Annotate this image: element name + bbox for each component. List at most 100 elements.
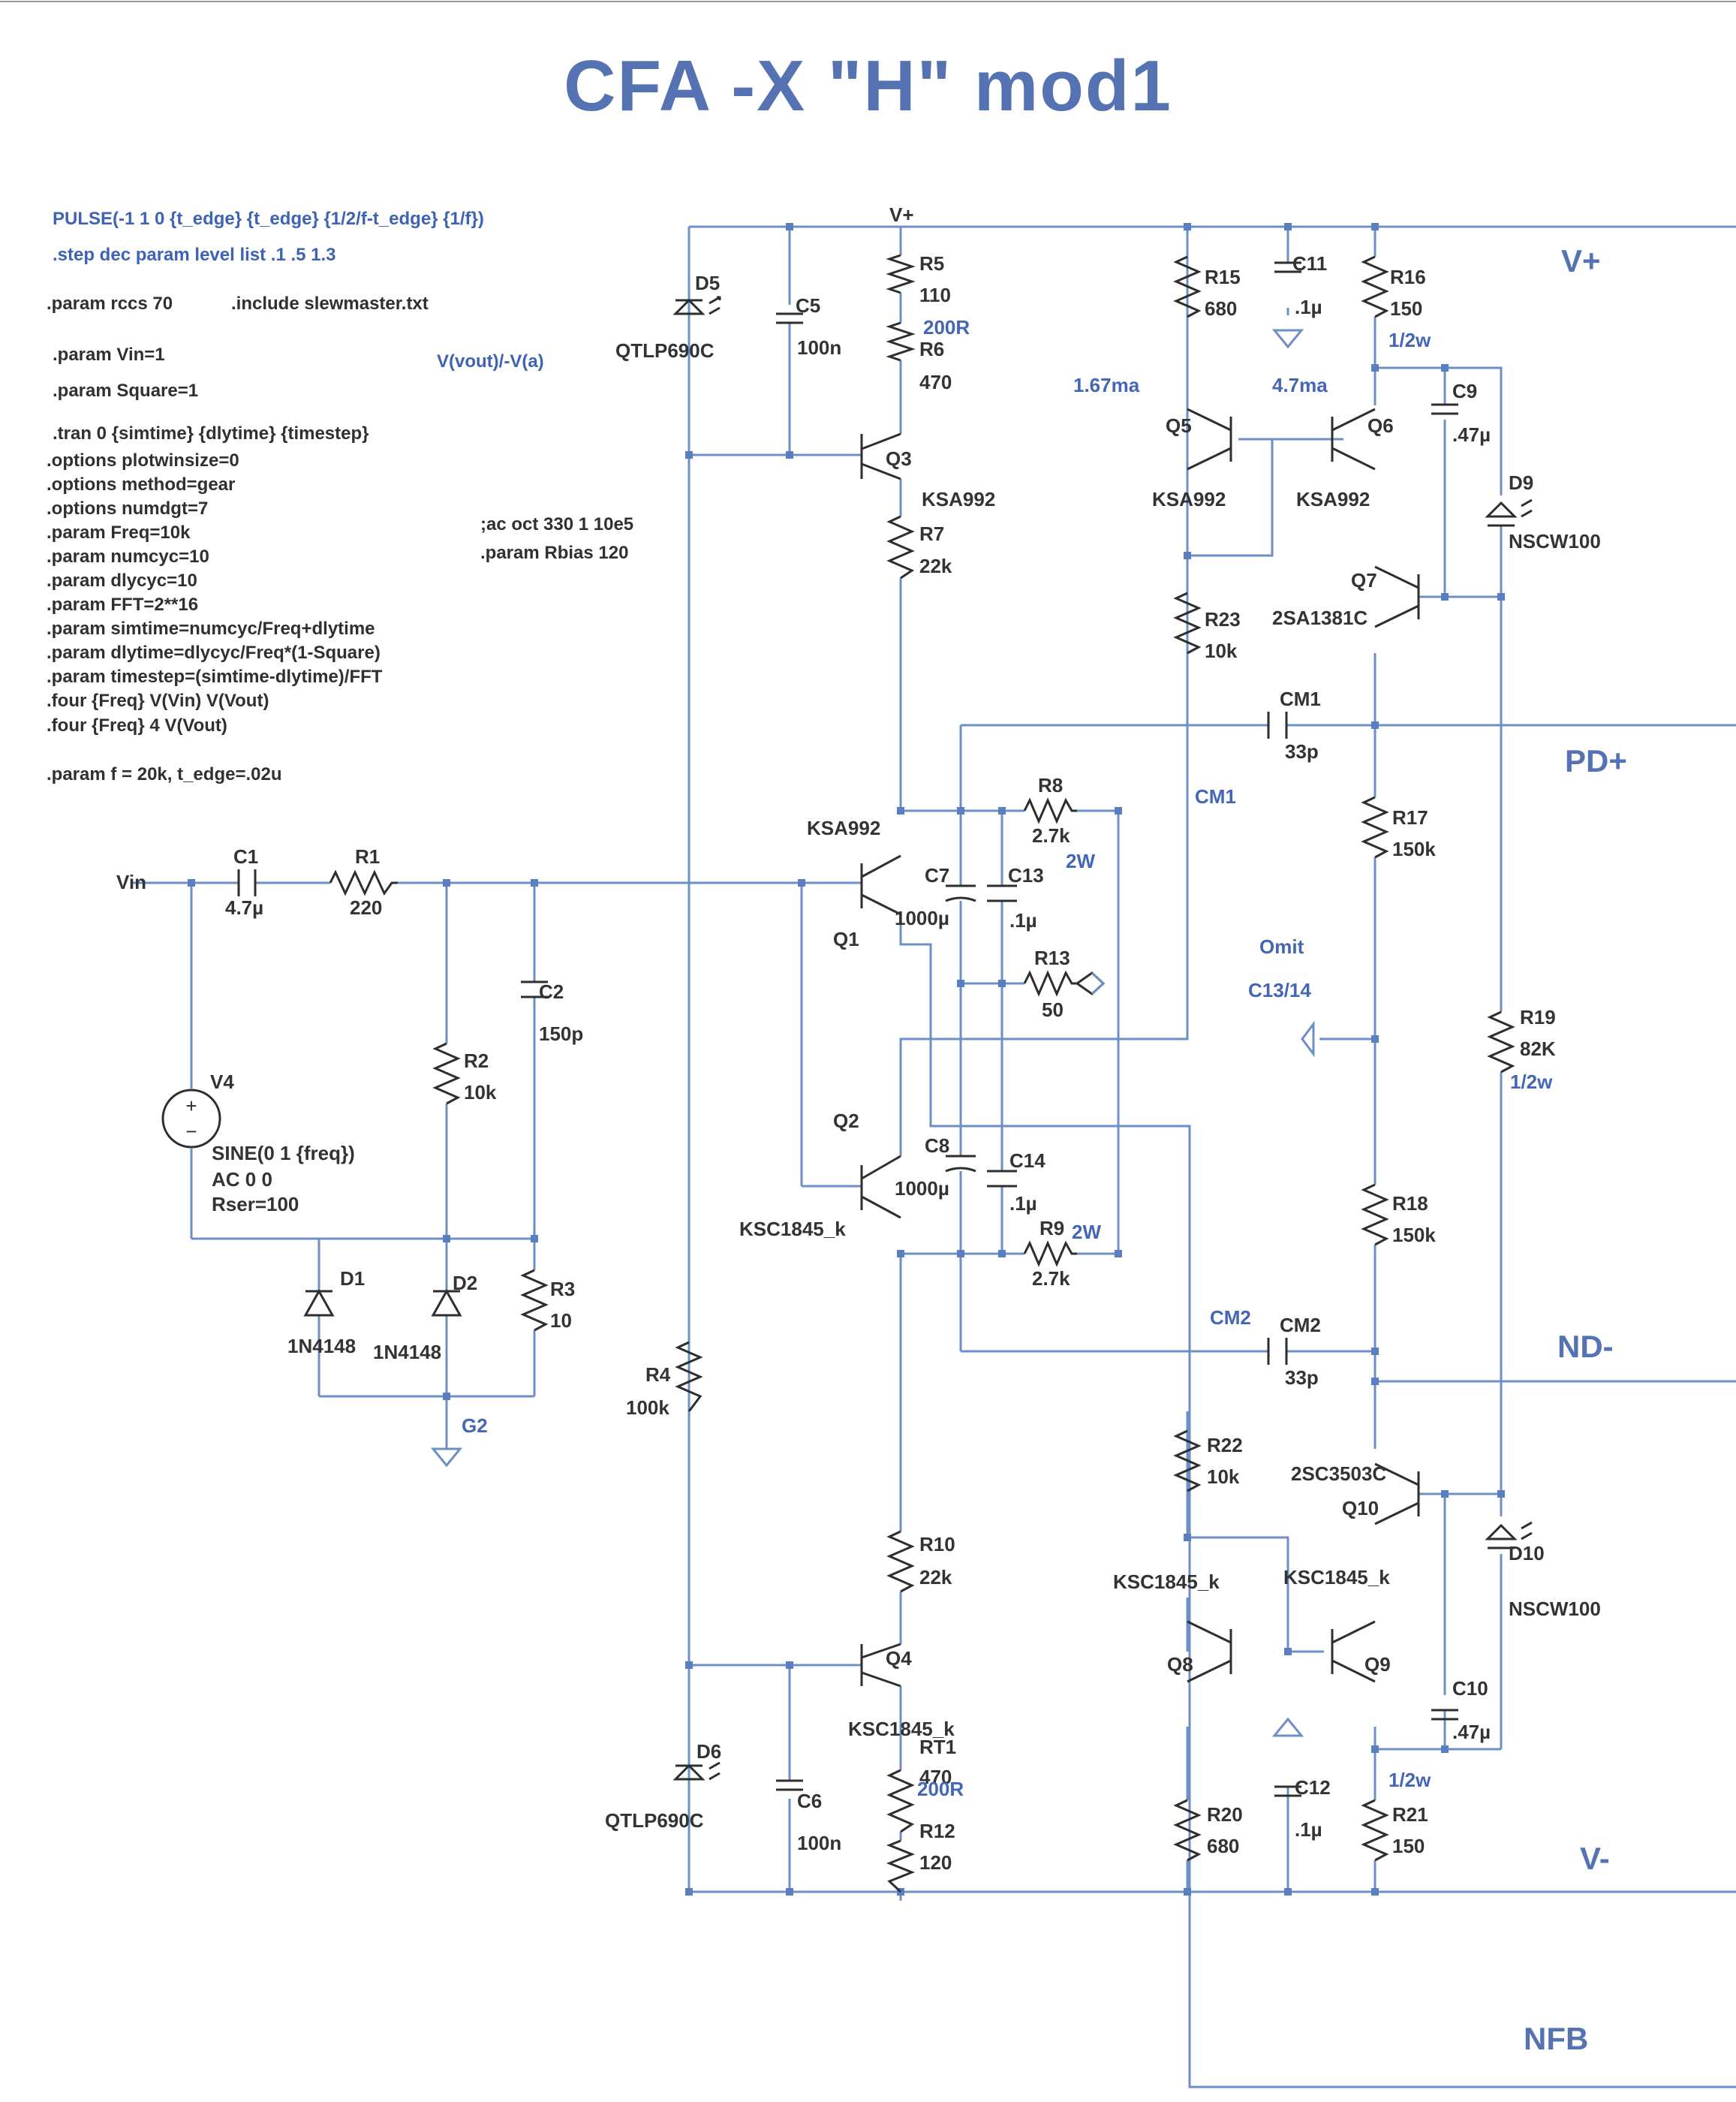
svg-text:R6: R6 bbox=[919, 338, 944, 360]
svg-text:C10: C10 bbox=[1452, 1677, 1488, 1700]
svg-text:2SC3503C: 2SC3503C bbox=[1291, 1462, 1386, 1485]
svg-text:C7: C7 bbox=[925, 864, 949, 887]
svg-text:10k: 10k bbox=[464, 1081, 497, 1104]
svg-text:120: 120 bbox=[919, 1851, 952, 1874]
rail-labels: V+ PD+ ND- V- NFB Vin V+ G2 bbox=[116, 203, 1627, 2056]
svg-text:D6: D6 bbox=[697, 1740, 721, 1763]
svg-text:33p: 33p bbox=[1285, 1366, 1319, 1389]
component-labels: R5 110 200R R6 470 Q3 KSA992 R7 22k D5 QTLP69… bbox=[210, 252, 1601, 1874]
svg-text:R7: R7 bbox=[919, 522, 944, 545]
svg-text:100n: 100n bbox=[797, 336, 841, 359]
svg-text:150p: 150p bbox=[539, 1022, 583, 1045]
svg-text:1/2w: 1/2w bbox=[1388, 1769, 1431, 1791]
param-timestep: .param timestep=(simtime-dlytime)/FFT bbox=[47, 667, 383, 687]
svg-text:C9: C9 bbox=[1452, 380, 1477, 402]
options-numdgt: .options numdgt=7 bbox=[47, 498, 209, 519]
svg-text:Q6: Q6 bbox=[1367, 414, 1394, 437]
svg-text:QTLP690C: QTLP690C bbox=[605, 1809, 704, 1832]
options-plotwinsize: .options plotwinsize=0 bbox=[47, 450, 239, 471]
svg-text:50: 50 bbox=[1042, 998, 1064, 1021]
svg-text:QTLP690C: QTLP690C bbox=[615, 339, 715, 362]
param-dlycyc: .param dlycyc=10 bbox=[47, 571, 197, 591]
svg-text:C13/14: C13/14 bbox=[1248, 979, 1311, 1001]
svg-text:R20: R20 bbox=[1207, 1803, 1243, 1826]
svg-text:R22: R22 bbox=[1207, 1434, 1243, 1456]
ac-directive: ;ac oct 330 1 10e5 bbox=[480, 514, 634, 535]
svg-text:Rser=100: Rser=100 bbox=[212, 1193, 299, 1215]
svg-text:R17: R17 bbox=[1392, 806, 1428, 829]
svg-text:C11: C11 bbox=[1292, 252, 1327, 275]
svg-text:22k: 22k bbox=[919, 1566, 952, 1589]
vplus-small-label: V+ bbox=[889, 203, 914, 226]
include-directive: .include slewmaster.txt bbox=[231, 294, 429, 314]
param-numcyc: .param numcyc=10 bbox=[47, 547, 209, 567]
svg-text:680: 680 bbox=[1205, 297, 1237, 320]
svg-text:100k: 100k bbox=[626, 1396, 669, 1419]
svg-text:D1: D1 bbox=[340, 1267, 365, 1290]
svg-text:2.7k: 2.7k bbox=[1032, 1267, 1070, 1290]
svg-text:C8: C8 bbox=[925, 1134, 949, 1157]
svg-text:KSA992: KSA992 bbox=[922, 488, 995, 510]
svg-text:KSC1845_k: KSC1845_k bbox=[739, 1218, 846, 1240]
ground-symbols bbox=[430, 329, 1315, 1737]
pdplus-label: PD+ bbox=[1565, 743, 1627, 778]
svg-text:680: 680 bbox=[1207, 1835, 1239, 1857]
vminus-label: V- bbox=[1580, 1841, 1610, 1876]
pulse-directive: PULSE(-1 1 0 {t_edge} {t_edge} {1/2/f-t_… bbox=[53, 209, 484, 229]
svg-text:R5: R5 bbox=[919, 252, 944, 275]
svg-text:+: + bbox=[185, 1095, 197, 1117]
capacitor-plates bbox=[237, 261, 1458, 1797]
svg-text:R9: R9 bbox=[1039, 1217, 1064, 1239]
svg-text:R18: R18 bbox=[1392, 1192, 1428, 1215]
svg-text:2W: 2W bbox=[1066, 850, 1095, 872]
svg-text:150: 150 bbox=[1392, 1835, 1425, 1857]
svg-text:33p: 33p bbox=[1285, 740, 1319, 763]
svg-text:KSC1845_k: KSC1845_k bbox=[848, 1718, 955, 1740]
svg-text:NSCW100: NSCW100 bbox=[1509, 1598, 1601, 1620]
svg-text:V4: V4 bbox=[210, 1071, 234, 1093]
svg-text:Omit: Omit bbox=[1259, 935, 1304, 958]
svg-text:C5: C5 bbox=[796, 294, 820, 317]
svg-text:.1µ: .1µ bbox=[1295, 1818, 1322, 1841]
svg-text:110: 110 bbox=[919, 284, 951, 306]
four-directive-1: .four {Freq} V(Vin) V(Vout) bbox=[47, 691, 269, 711]
svg-text:R15: R15 bbox=[1205, 266, 1241, 288]
svg-text:C2: C2 bbox=[539, 980, 564, 1003]
svg-text:2W: 2W bbox=[1072, 1221, 1101, 1243]
four-directive-2: .four {Freq} 4 V(Vout) bbox=[47, 715, 227, 736]
svg-text:D10: D10 bbox=[1509, 1542, 1545, 1564]
svg-text:R3: R3 bbox=[550, 1278, 575, 1300]
param-square: .param Square=1 bbox=[53, 381, 199, 401]
svg-text:KSA992: KSA992 bbox=[807, 817, 880, 839]
param-freq: .param Freq=10k bbox=[47, 522, 191, 543]
svg-text:CM2: CM2 bbox=[1210, 1306, 1251, 1329]
svg-text:2SA1381C: 2SA1381C bbox=[1272, 607, 1367, 629]
vin-label: Vin bbox=[116, 871, 146, 893]
svg-text:.1µ: .1µ bbox=[1295, 296, 1322, 318]
svg-text:Q10: Q10 bbox=[1342, 1497, 1379, 1519]
transistor-symbols bbox=[860, 408, 1420, 1688]
param-vin: .param Vin=1 bbox=[53, 345, 165, 365]
svg-text:Q5: Q5 bbox=[1166, 414, 1192, 437]
param-dlytime: .param dlytime=dlycyc/Freq*(1-Square) bbox=[47, 643, 381, 663]
svg-text:R19: R19 bbox=[1520, 1006, 1556, 1028]
svg-text:−: − bbox=[185, 1120, 197, 1143]
svg-text:10k: 10k bbox=[1207, 1465, 1240, 1488]
svg-text:C6: C6 bbox=[797, 1790, 822, 1812]
vplus-label: V+ bbox=[1561, 243, 1601, 279]
svg-text:100n: 100n bbox=[797, 1832, 841, 1854]
svg-text:Q2: Q2 bbox=[833, 1110, 859, 1132]
svg-text:1/2w: 1/2w bbox=[1388, 329, 1431, 351]
param-fft: .param FFT=2**16 bbox=[47, 595, 199, 615]
svg-text:KSC1845_k: KSC1845_k bbox=[1113, 1570, 1220, 1593]
svg-text:.47µ: .47µ bbox=[1452, 423, 1491, 446]
svg-text:R13: R13 bbox=[1034, 947, 1070, 969]
svg-text:SINE(0 1 {freq}): SINE(0 1 {freq}) bbox=[212, 1142, 355, 1164]
svg-text:NSCW100: NSCW100 bbox=[1509, 530, 1601, 553]
probe-expression: V(vout)/-V(a) bbox=[437, 351, 544, 372]
svg-text:RT1: RT1 bbox=[919, 1736, 956, 1758]
svg-text:C13: C13 bbox=[1008, 864, 1044, 887]
svg-text:Q7: Q7 bbox=[1351, 569, 1377, 592]
tran-directive: .tran 0 {simtime} {dlytime} {timestep} bbox=[53, 423, 369, 444]
